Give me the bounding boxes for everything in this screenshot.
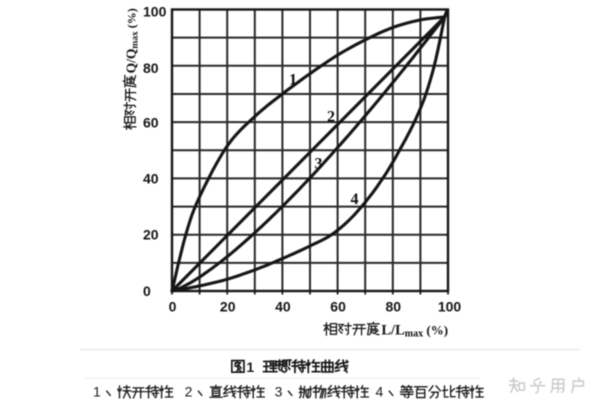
svg-text:20: 20 (143, 227, 159, 243)
svg-text:1: 1 (289, 72, 297, 89)
svg-text:4: 4 (376, 383, 384, 399)
svg-text:Q/Qmax (%): Q/Qmax (%) (123, 8, 140, 73)
svg-text:L/Lmax (%): L/Lmax (%) (381, 323, 448, 340)
svg-text:60: 60 (143, 115, 159, 131)
svg-text:2: 2 (185, 383, 193, 399)
svg-text:0: 0 (169, 299, 177, 315)
svg-text:60: 60 (330, 299, 346, 315)
svg-text:40: 40 (275, 299, 291, 315)
svg-text:4: 4 (351, 191, 359, 208)
svg-text:3: 3 (275, 383, 283, 399)
svg-text:80: 80 (143, 60, 159, 76)
svg-text:20: 20 (220, 299, 236, 315)
svg-text:3: 3 (315, 156, 323, 173)
svg-text:1: 1 (246, 359, 254, 375)
svg-text:100: 100 (438, 299, 462, 315)
svg-text:0: 0 (143, 283, 151, 299)
svg-text:40: 40 (143, 170, 159, 186)
svg-text:80: 80 (386, 299, 402, 315)
svg-text:1: 1 (93, 383, 101, 399)
svg-text:2: 2 (327, 109, 335, 126)
svg-text:100: 100 (143, 4, 167, 20)
